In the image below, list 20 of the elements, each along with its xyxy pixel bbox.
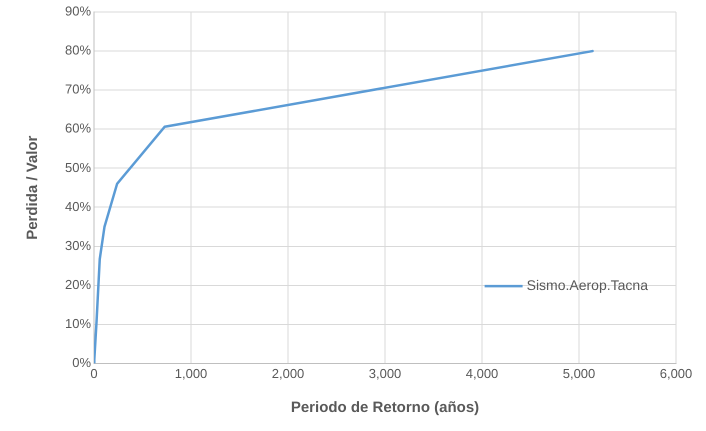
y-tick-label: 20% (64, 276, 92, 292)
y-tick-label: 70% (64, 82, 92, 97)
y-axis-title: Perdida / Valor (24, 135, 42, 240)
y-tick-label: 80% (64, 42, 92, 58)
x-tick-label: 6,000 (660, 366, 692, 381)
y-tick-label: 40% (64, 198, 92, 214)
x-tick-label: 5,000 (562, 366, 596, 381)
y-tick-label: 10% (64, 316, 92, 331)
legend-label: Sismo.Aerop.Tacna (526, 276, 648, 293)
x-tick-label: 4,000 (466, 366, 498, 381)
y-tick-label: 60% (64, 120, 92, 136)
x-tick-label: 2,000 (272, 366, 304, 381)
y-tick-label: 50% (64, 160, 92, 175)
y-tick-label: 0% (72, 354, 92, 370)
x-tick-label: 3,000 (368, 366, 402, 381)
x-tick-label: 1,000 (174, 366, 208, 381)
x-tick-label: 0 (90, 366, 98, 381)
x-axis-title: Periodo de Retorno (años) (290, 399, 480, 416)
y-tick-label: 90% (64, 4, 92, 19)
y-tick-label: 30% (64, 238, 92, 253)
